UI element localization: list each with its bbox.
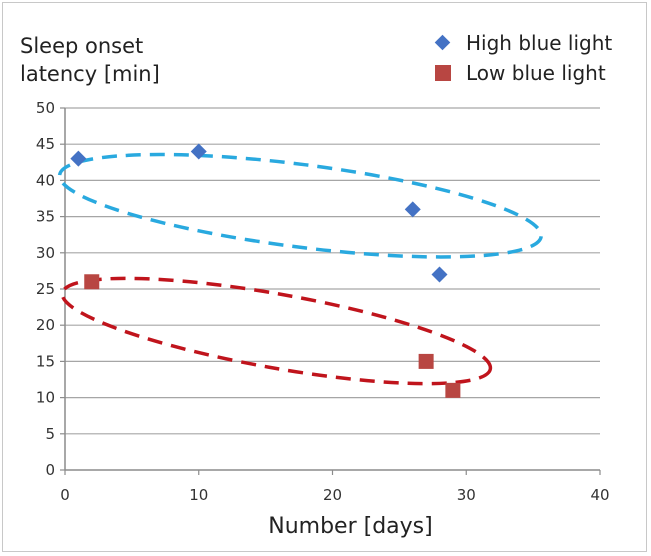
low-blue-light-group-ellipse [60,276,493,386]
x-tick-label-30: 30 [457,486,476,504]
legend-label-low-blue-light: Low blue light [466,61,606,85]
y-tick-label-25: 25 [36,280,55,298]
x-tick-label-0: 0 [60,486,70,504]
legend-item-high-blue-light: High blue light [432,28,612,58]
y-tick-label-5: 5 [45,425,55,443]
high-blue-light-point-3 [431,266,448,283]
y-tick-label-35: 35 [36,208,55,226]
y-tick-label-50: 50 [36,99,55,117]
y-tick-label-20: 20 [36,316,55,334]
x-tick-label-10: 10 [189,486,208,504]
y-tick-label-0: 0 [45,461,55,479]
high-blue-light-point-0 [70,150,87,167]
high-blue-light-point-2 [404,201,421,218]
high-blue-light-group-ellipse [57,152,543,259]
x-axis-label: Number [days] [268,514,433,539]
low-blue-light-point-2 [445,382,461,398]
x-tick-label-40: 40 [590,486,609,504]
y-tick-label-10: 10 [36,389,55,407]
y-tick-label-15: 15 [36,352,55,370]
low-blue-light-point-0 [84,274,100,290]
y-tick-label-30: 30 [36,244,55,262]
high-blue-light-point-1 [190,143,207,160]
legend-label-high-blue-light: High blue light [466,31,613,55]
legend-item-low-blue-light: Low blue light [432,58,612,88]
low-blue-light-point-1 [418,353,434,369]
y-tick-labels: 0 5 10 15 20 25 30 35 40 45 50 [36,99,55,479]
y-tick-label-45: 45 [36,135,55,153]
axes [60,107,601,475]
data-points [70,143,461,398]
y-tick-label-40: 40 [36,171,55,189]
x-tick-labels: 0 10 20 30 40 [60,486,609,504]
x-tick-label-20: 20 [323,486,342,504]
grouping-ellipses [57,152,543,386]
gridlines [65,107,600,435]
legend-square-marker-icon [432,62,454,84]
legend: High blue light Low blue light [432,28,612,88]
y-axis-label: Sleep onset latency [min] [20,34,160,86]
